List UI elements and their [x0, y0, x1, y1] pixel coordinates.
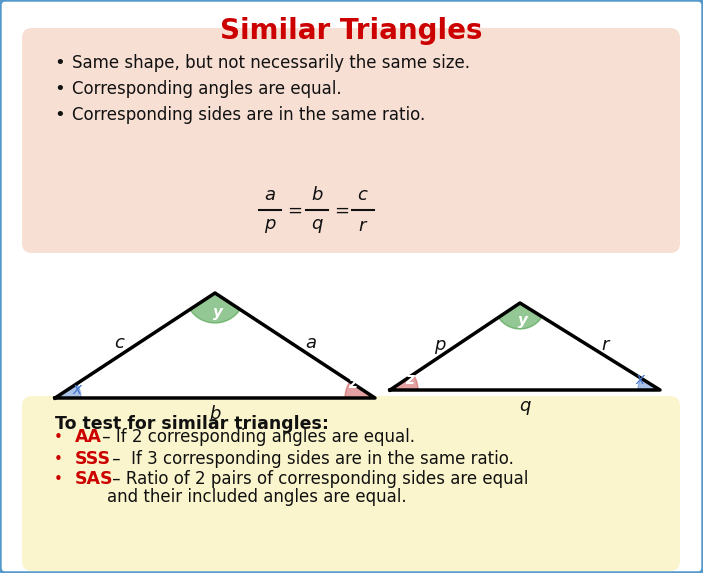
Text: r: r — [601, 336, 609, 354]
Text: –  If 3 corresponding sides are in the same ratio.: – If 3 corresponding sides are in the sa… — [107, 450, 514, 468]
Text: $a$: $a$ — [264, 186, 276, 204]
Text: and their included angles are equal.: and their included angles are equal. — [107, 488, 406, 506]
Wedge shape — [55, 384, 81, 398]
Text: z: z — [406, 372, 415, 387]
Text: x: x — [636, 372, 645, 387]
Text: p: p — [434, 336, 446, 354]
Text: $q$: $q$ — [311, 217, 323, 235]
Wedge shape — [345, 382, 375, 398]
Text: – Ratio of 2 pairs of corresponding sides are equal: – Ratio of 2 pairs of corresponding side… — [107, 470, 529, 488]
Text: y: y — [213, 305, 223, 320]
Wedge shape — [190, 293, 240, 323]
Text: x: x — [72, 382, 82, 397]
Text: Corresponding sides are in the same ratio.: Corresponding sides are in the same rati… — [72, 106, 425, 124]
Text: $b$: $b$ — [311, 186, 323, 204]
Text: •: • — [53, 452, 63, 466]
Text: AA: AA — [75, 428, 102, 446]
Text: •: • — [53, 430, 63, 445]
Text: $=$: $=$ — [330, 201, 349, 219]
Text: $c$: $c$ — [357, 186, 369, 204]
Text: c: c — [114, 335, 124, 352]
Text: •: • — [55, 106, 65, 124]
Text: $=$: $=$ — [284, 201, 302, 219]
Text: $p$: $p$ — [264, 217, 276, 235]
Text: Same shape, but not necessarily the same size.: Same shape, but not necessarily the same… — [72, 54, 470, 72]
Text: $r$: $r$ — [358, 217, 368, 235]
Text: •: • — [55, 80, 65, 98]
Text: To test for similar triangles:: To test for similar triangles: — [55, 415, 329, 433]
FancyBboxPatch shape — [22, 396, 680, 571]
Text: Similar Triangles: Similar Triangles — [220, 17, 482, 45]
Text: q: q — [520, 397, 531, 415]
Text: •: • — [55, 54, 65, 72]
Wedge shape — [638, 378, 660, 390]
Text: b: b — [209, 405, 221, 423]
Text: a: a — [306, 335, 316, 352]
Wedge shape — [390, 374, 418, 390]
Text: SAS: SAS — [75, 470, 113, 488]
Text: •: • — [53, 472, 63, 486]
FancyBboxPatch shape — [22, 28, 680, 253]
Wedge shape — [498, 303, 542, 329]
Text: y: y — [518, 313, 528, 328]
Text: – If 2 corresponding angles are equal.: – If 2 corresponding angles are equal. — [97, 428, 415, 446]
Text: z: z — [349, 376, 357, 391]
Text: Corresponding angles are equal.: Corresponding angles are equal. — [72, 80, 342, 98]
Text: SSS: SSS — [75, 450, 111, 468]
